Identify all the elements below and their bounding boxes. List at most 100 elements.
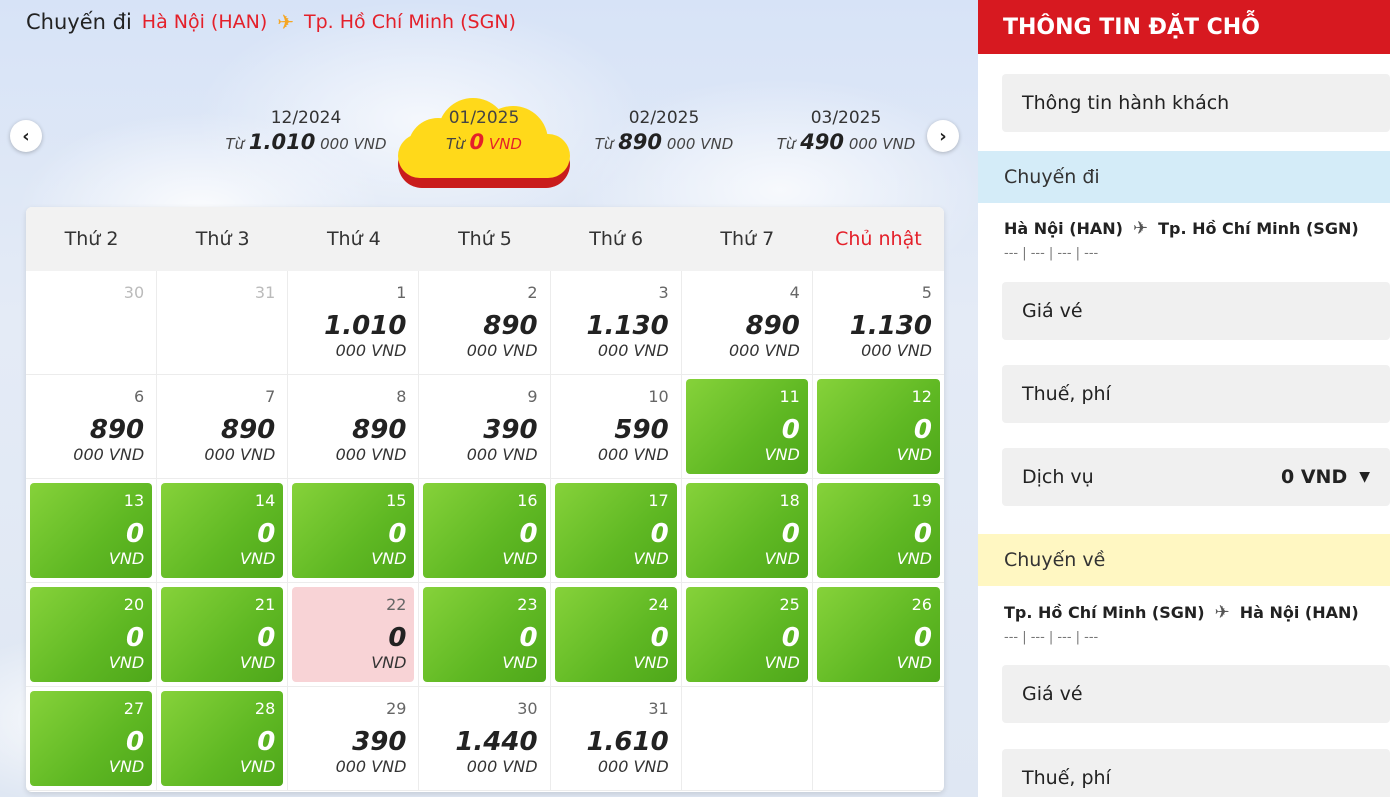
- day-number: 26: [911, 595, 932, 614]
- calendar-day-cell[interactable]: 2 890 000 VND: [419, 271, 551, 375]
- calendar-day-cell[interactable]: 9 390 000 VND: [419, 375, 551, 479]
- previous-month-button[interactable]: ‹: [10, 120, 42, 152]
- calendar-day-cell[interactable]: 25 0 VND: [681, 583, 813, 687]
- day-cell-background: [817, 691, 940, 786]
- return-section-title: Chuyến về: [978, 534, 1390, 586]
- day-number: 6: [133, 387, 145, 406]
- return-tax-row[interactable]: Thuế, phí: [1002, 749, 1390, 797]
- calendar-day-cell[interactable]: 13 0 VND: [26, 479, 158, 583]
- day-cell-background: [30, 691, 153, 786]
- day-price: 0: [913, 415, 932, 445]
- day-cell-background: [685, 587, 808, 682]
- calendar-day-cell[interactable]: 28 0 VND: [157, 687, 289, 791]
- calendar-day-cell[interactable]: 29 390 000 VND: [288, 687, 420, 791]
- calendar-day-cell[interactable]: 10 590 000 VND: [550, 375, 682, 479]
- calendar-day-cell[interactable]: 7 890 000 VND: [157, 375, 289, 479]
- calendar-day-cell[interactable]: 23 0 VND: [419, 583, 551, 687]
- day-number: 2: [527, 283, 538, 302]
- outbound-route: Hà Nội (HAN) ✈ Tp. Hồ Chí Minh (SGN): [1004, 218, 1359, 239]
- calendar-day-cell: 30: [26, 271, 158, 375]
- day-price: 0: [126, 727, 145, 757]
- day-price-unit: 000 VND: [728, 341, 800, 360]
- calendar-day-cell[interactable]: 27 0 VND: [26, 687, 158, 791]
- weekday-sat: Thứ 7: [720, 228, 775, 250]
- day-number: 27: [123, 699, 145, 718]
- day-price-unit: 000 VND: [335, 341, 407, 360]
- day-price-unit: VND: [764, 653, 800, 672]
- calendar-day-cell[interactable]: 5 1.130 000 VND: [812, 271, 944, 375]
- calendar-day-cell[interactable]: 21 0 VND: [157, 583, 289, 687]
- fare-label: Giá vé: [1022, 683, 1083, 705]
- calendar-day-cell[interactable]: 4 890 000 VND: [681, 271, 813, 375]
- day-cell-background: [30, 587, 153, 682]
- day-number: 17: [648, 491, 669, 510]
- calendar-day-cell[interactable]: 19 0 VND: [812, 479, 944, 583]
- day-cell-background: [816, 379, 940, 474]
- day-price: 890: [352, 415, 407, 445]
- month-item-03-2025[interactable]: 03/2025 Từ 490 000 VND: [756, 108, 936, 154]
- month-item-02-2025[interactable]: 02/2025 Từ 890 000 VND: [574, 108, 754, 154]
- day-price-unit: VND: [633, 549, 669, 568]
- passenger-info-button[interactable]: Thông tin hành khách: [1002, 74, 1390, 132]
- calendar-day-cell[interactable]: 11 0 VND: [681, 375, 813, 479]
- fare-label: Giá vé: [1022, 300, 1083, 322]
- airplane-icon: ✈: [1132, 218, 1149, 239]
- calendar-day-cell[interactable]: 17 0 VND: [550, 479, 682, 583]
- calendar-day-cell[interactable]: 1 1.010 000 VND: [288, 271, 420, 375]
- calendar-day-cell[interactable]: 6 890 000 VND: [26, 375, 158, 479]
- calendar-day-cell[interactable]: 24 0 VND: [550, 583, 682, 687]
- day-number: 19: [911, 491, 932, 510]
- day-number: 23: [517, 595, 538, 614]
- month-price: Từ 0 VND: [446, 130, 522, 154]
- day-price: 890: [221, 415, 276, 445]
- caret-down-icon: ▼: [1359, 469, 1370, 485]
- service-label: Dịch vụ: [1022, 466, 1094, 488]
- day-price-unit: VND: [240, 653, 276, 672]
- day-price: 0: [257, 623, 276, 653]
- weekday-tue: Thứ 3: [195, 228, 250, 250]
- month-item-12-2024[interactable]: 12/2024 Từ 1.010 000 VND: [216, 108, 396, 154]
- calendar-day-cell[interactable]: 26 0 VND: [812, 583, 944, 687]
- day-cell-background: [816, 483, 940, 578]
- calendar-day-cell[interactable]: 30 1.440 000 VND: [419, 687, 551, 791]
- day-price-unit: VND: [371, 653, 407, 672]
- day-cell-background: [816, 587, 940, 682]
- return-fare-row[interactable]: Giá vé: [1002, 665, 1390, 723]
- day-cell-background: [292, 483, 415, 578]
- day-price: 0: [650, 519, 669, 549]
- calendar-day-cell[interactable]: 31 1.610 000 VND: [550, 687, 682, 791]
- calendar-day-cell[interactable]: 3 1.130 000 VND: [550, 271, 682, 375]
- calendar-day-cell[interactable]: 20 0 VND: [26, 583, 158, 687]
- day-number: 31: [254, 283, 276, 302]
- calendar-day-cell[interactable]: 18 0 VND: [681, 479, 813, 583]
- day-price-unit: 000 VND: [861, 341, 932, 360]
- outbound-service-row[interactable]: Dịch vụ 0 VND ▼: [1002, 448, 1390, 506]
- day-cell-background: [292, 587, 415, 682]
- price-calendar: Thứ 2 Thứ 3 Thứ 4 Thứ 5 Thứ 6 Thứ 7 Chủ …: [26, 207, 944, 792]
- day-cell-background: [686, 691, 808, 786]
- day-price-unit: VND: [240, 757, 276, 776]
- calendar-day-cell[interactable]: 16 0 VND: [419, 479, 551, 583]
- day-number: 14: [254, 491, 276, 510]
- outbound-origin: Hà Nội (HAN): [1004, 219, 1123, 238]
- calendar-day-cell[interactable]: 12 0 VND: [812, 375, 944, 479]
- outbound-section-title: Chuyến đi: [978, 151, 1390, 203]
- return-flight-details: --- | --- | --- | ---: [1004, 630, 1099, 645]
- day-price-unit: 000 VND: [597, 341, 669, 360]
- outbound-tax-row[interactable]: Thuế, phí: [1002, 365, 1390, 423]
- calendar-day-cell[interactable]: 22 0 VND: [288, 583, 420, 687]
- calendar-day-cell[interactable]: 15 0 VND: [288, 479, 420, 583]
- day-price-unit: 000 VND: [335, 445, 407, 464]
- weekday-wed: Thứ 4: [326, 228, 381, 250]
- day-number: 5: [921, 283, 932, 302]
- month-item-01-2025[interactable]: 01/2025 Từ 0 VND: [394, 108, 574, 154]
- next-month-button[interactable]: ›: [927, 120, 959, 152]
- day-number: 20: [123, 595, 145, 614]
- day-number: 10: [648, 387, 669, 406]
- day-number: 30: [123, 283, 145, 302]
- calendar-day-cell[interactable]: 8 890 000 VND: [288, 375, 420, 479]
- destination-city: Tp. Hồ Chí Minh (SGN): [304, 11, 516, 33]
- outbound-fare-row[interactable]: Giá vé: [1002, 282, 1390, 340]
- calendar-day-cell[interactable]: 14 0 VND: [157, 479, 289, 583]
- day-price: 0: [519, 623, 538, 653]
